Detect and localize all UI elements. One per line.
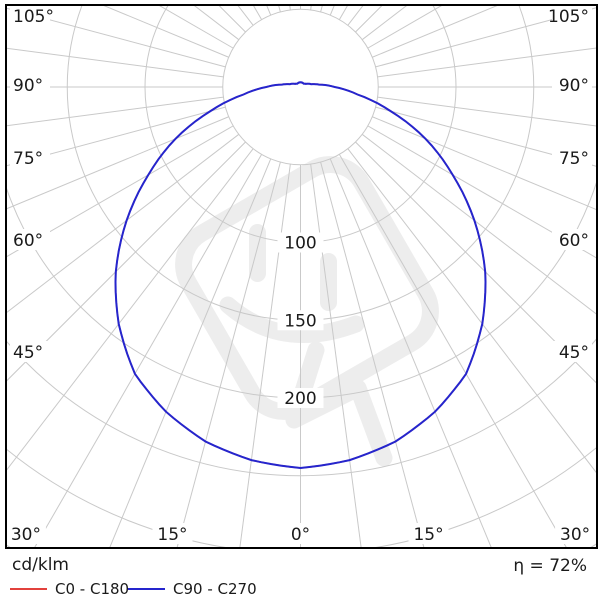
legend-label-c0: C0 - C180 xyxy=(55,580,130,598)
tick-label-bg xyxy=(10,341,50,362)
angle-tick-label: 75° xyxy=(13,149,43,169)
grid-ray xyxy=(109,158,272,548)
grid-ray xyxy=(329,158,492,548)
tick-label-bg xyxy=(408,523,449,544)
grid-ray xyxy=(6,125,234,258)
tick-label-bg xyxy=(552,74,592,95)
grid-ray xyxy=(377,47,597,78)
tick-label-bg xyxy=(277,388,324,408)
angle-tick-label: 60° xyxy=(559,231,589,251)
angle-tick-label: 45° xyxy=(13,343,43,363)
grid-ray xyxy=(372,5,499,58)
tick-labels: 105° 105° 90° 90° 75° 75° 60° 60° 45° 45° 30° 30° 15… xyxy=(5,4,596,545)
tick-label-bg xyxy=(277,232,324,253)
tick-label-bg xyxy=(10,147,50,169)
radial-tick-label: 200 xyxy=(284,389,316,409)
grid-ring xyxy=(222,8,379,166)
intensity-curves xyxy=(114,81,487,470)
tick-label-bg xyxy=(552,341,592,362)
grid-ray xyxy=(6,96,224,127)
grid-ray xyxy=(375,7,597,68)
efficiency-label: η = 72% xyxy=(513,556,587,576)
curve-c90-c270 xyxy=(114,81,487,470)
grid-ray xyxy=(372,116,597,211)
tick-label-bg xyxy=(277,310,324,331)
watermark-pin-left xyxy=(249,224,266,282)
grid-ray xyxy=(6,148,254,471)
grid-ray xyxy=(239,164,291,548)
radial-tick-label: 100 xyxy=(284,234,316,254)
tick-label-bg xyxy=(152,523,193,544)
grid-ray xyxy=(375,106,597,167)
grid-ray xyxy=(34,154,263,548)
grid-ray xyxy=(102,5,229,58)
legend-item-c90-c270: C90 - C270 xyxy=(128,580,257,598)
grid-ray xyxy=(6,47,224,78)
watermark-tail xyxy=(285,341,393,467)
tick-label-bg xyxy=(10,74,50,95)
grid-ray xyxy=(6,116,229,210)
legend-label-c90: C90 - C270 xyxy=(173,580,257,598)
grid-ray xyxy=(355,141,597,384)
grid-ray xyxy=(361,133,597,315)
angle-tick-label: 15° xyxy=(157,525,187,545)
watermark-logo xyxy=(175,156,439,467)
tick-label-bg xyxy=(555,523,596,544)
grid-ray xyxy=(338,154,567,548)
angle-tick-label: 45° xyxy=(559,343,589,363)
tick-label-bg xyxy=(283,523,318,544)
grid-ray xyxy=(310,164,362,548)
angle-tick-label: 30° xyxy=(560,525,590,545)
grid-ray xyxy=(176,161,281,548)
angle-tick-label: 30° xyxy=(11,525,41,545)
tick-label-bg xyxy=(552,228,592,250)
angle-tick-label: 15° xyxy=(413,525,443,545)
grid-ray xyxy=(6,106,226,167)
legend-line-c90-icon xyxy=(128,588,165,590)
unit-label: cd/klm xyxy=(12,555,69,575)
angle-tick-label: 105° xyxy=(548,7,589,27)
watermark-plug-outline xyxy=(175,156,439,420)
tick-label-bg xyxy=(10,4,50,26)
tick-label-bg xyxy=(10,228,50,250)
radial-tick-label: 150 xyxy=(284,311,316,331)
grid-ray xyxy=(6,7,226,68)
grid-ray xyxy=(320,161,425,548)
angle-tick-label: 90° xyxy=(13,76,43,96)
angle-tick-label: 60° xyxy=(13,231,43,251)
angle-tick-label: 90° xyxy=(559,76,589,96)
legend-item-c0-c180: C0 - C180 xyxy=(10,580,129,598)
plot-border xyxy=(5,4,598,549)
legend-line-c0-icon xyxy=(10,588,47,590)
grid-ray xyxy=(266,5,272,16)
angle-tick-label: 75° xyxy=(559,149,589,169)
angle-tick-label: 0° xyxy=(291,525,310,545)
grid-ray xyxy=(367,125,597,259)
tick-label-bg xyxy=(552,147,592,169)
grid-ray xyxy=(6,141,246,382)
watermark-smile xyxy=(219,296,365,343)
grid-ray xyxy=(6,133,240,314)
tick-label-bg xyxy=(552,4,592,26)
tick-label-bg xyxy=(5,523,46,544)
angle-tick-label: 105° xyxy=(13,7,54,27)
grid-ray xyxy=(377,96,597,127)
grid-ray xyxy=(347,148,597,474)
grid-ray xyxy=(329,5,335,16)
